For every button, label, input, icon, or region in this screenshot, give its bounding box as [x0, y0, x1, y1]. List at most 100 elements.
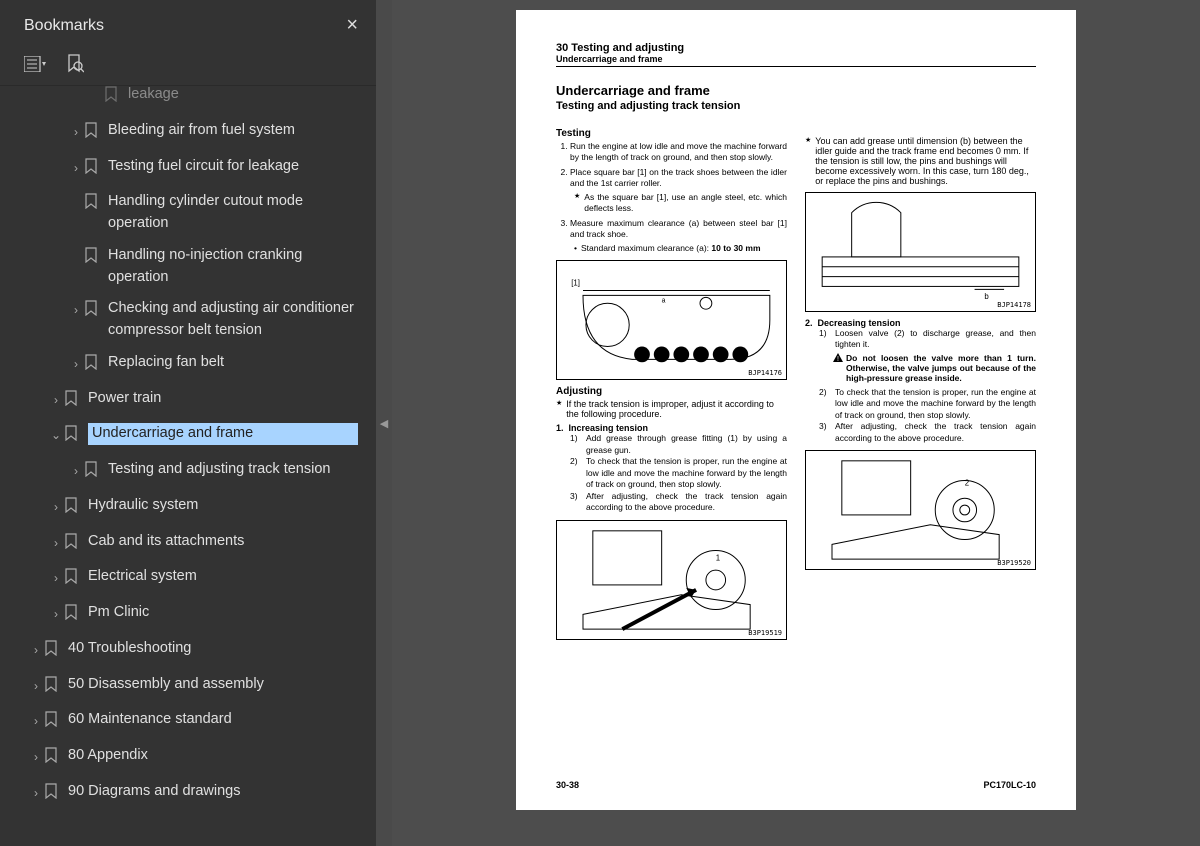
- chevron-down-icon[interactable]: ⌄: [48, 426, 64, 444]
- page-number: 30-38: [556, 780, 579, 790]
- chevron-left-icon: ◀: [380, 417, 388, 430]
- bookmark-ribbon-icon: [84, 461, 102, 485]
- sidebar-toolbar: [0, 47, 376, 86]
- bookmark-label: 80 Appendix: [68, 745, 358, 767]
- bookmark-ribbon-icon: [64, 425, 82, 449]
- bookmark-ribbon-icon: [84, 247, 102, 271]
- figure-track-clearance: [1] a BJP14176: [556, 260, 787, 380]
- bookmark-item[interactable]: ›Hydraulic system: [0, 490, 376, 526]
- options-icon[interactable]: [24, 53, 46, 75]
- chevron-right-icon[interactable]: ›: [48, 391, 64, 409]
- bookmark-ribbon-icon: [84, 300, 102, 324]
- bookmark-ribbon-icon: [84, 158, 102, 182]
- figure-label: B3P19519: [748, 629, 782, 637]
- bookmark-label: Checking and adjusting air conditioner c…: [108, 298, 358, 342]
- section-title: Undercarriage and frame: [556, 83, 1036, 98]
- bookmark-label: Pm Clinic: [88, 602, 358, 624]
- left-column: Testing Run the engine at low idle and m…: [556, 122, 787, 646]
- bookmark-item[interactable]: Handling cylinder cutout mode operation: [0, 186, 376, 240]
- chevron-right-icon[interactable]: ›: [68, 301, 84, 319]
- chevron-right-icon[interactable]: ›: [68, 462, 84, 480]
- bookmark-ribbon-icon: [44, 640, 62, 664]
- bookmark-item[interactable]: ›Cab and its attachments: [0, 526, 376, 562]
- bookmark-ribbon-icon: [44, 711, 62, 735]
- sidebar-title: Bookmarks: [24, 17, 104, 35]
- chevron-right-icon[interactable]: ›: [48, 605, 64, 623]
- chevron-right-icon[interactable]: ›: [28, 677, 44, 695]
- figure-label: B3P19520: [997, 559, 1031, 567]
- testing-heading: Testing: [556, 128, 787, 139]
- chevron-right-icon[interactable]: ›: [28, 641, 44, 659]
- find-bookmark-icon[interactable]: [64, 53, 86, 75]
- bookmark-label: Bleeding air from fuel system: [108, 120, 358, 142]
- chevron-right-icon[interactable]: ›: [68, 355, 84, 373]
- chevron-right-icon[interactable]: ›: [48, 534, 64, 552]
- bookmark-item[interactable]: › Pm Clinic: [0, 597, 376, 633]
- list-item: Place square bar [1] on the track shoes …: [570, 167, 787, 215]
- bookmark-label: Handling no-injection cranking operation: [108, 245, 358, 289]
- chevron-right-icon[interactable]: ›: [48, 498, 64, 516]
- chevron-right-icon[interactable]: ›: [68, 159, 84, 177]
- bookmark-ribbon-icon: [44, 783, 62, 807]
- header-section: Undercarriage and frame: [556, 54, 1036, 64]
- bookmark-label: 90 Diagrams and drawings: [68, 781, 358, 803]
- bookmark-item[interactable]: Handling no-injection cranking operation: [0, 240, 376, 294]
- bookmark-label: Testing and adjusting track tension: [108, 459, 358, 481]
- bookmark-ribbon-icon: [64, 390, 82, 414]
- chevron-right-icon[interactable]: ›: [48, 569, 64, 587]
- bookmark-item[interactable]: › Testing fuel circuit for leakage: [0, 151, 376, 187]
- bookmark-item[interactable]: › 80 Appendix: [0, 740, 376, 776]
- bookmark-item[interactable]: ›Power train: [0, 383, 376, 419]
- bookmark-label: 60 Maintenance standard: [68, 709, 358, 731]
- close-icon[interactable]: ×: [346, 14, 358, 37]
- bookmark-item[interactable]: › 50 Disassembly and assembly: [0, 669, 376, 705]
- figure-idler-guide: b BJP14178: [805, 192, 1036, 312]
- bookmark-ribbon-icon: [44, 747, 62, 771]
- bookmark-item[interactable]: › Checking and adjusting air conditioner …: [0, 293, 376, 347]
- bookmark-label: 40 Troubleshooting: [68, 638, 358, 660]
- chevron-right-icon[interactable]: ›: [28, 748, 44, 766]
- bookmark-ribbon-icon: [84, 122, 102, 146]
- list-item: Run the engine at low idle and move the …: [570, 141, 787, 164]
- bookmark-item[interactable]: › Testing and adjusting track tension: [0, 454, 376, 490]
- adjusting-heading: Adjusting: [556, 386, 787, 397]
- model-number: PC170LC-10: [983, 780, 1036, 790]
- bookmarks-sidebar: Bookmarks × leakage › Bleeding air from fu…: [0, 0, 376, 846]
- figure-grease-fitting: 1 B3P19519: [556, 520, 787, 640]
- figure-label: BJP14176: [748, 369, 782, 377]
- bookmark-label: Replacing fan belt: [108, 352, 358, 374]
- list-item: Measure maximum clearance (a) between st…: [570, 218, 787, 254]
- right-column: You can add grease until dimension (b) b…: [805, 122, 1036, 646]
- sidebar-header: Bookmarks ×: [0, 0, 376, 47]
- svg-text:1: 1: [716, 553, 720, 562]
- bookmark-label: Testing fuel circuit for leakage: [108, 156, 358, 178]
- bookmark-item[interactable]: ⌄ Undercarriage and frame: [0, 418, 376, 454]
- section-subtitle: Testing and adjusting track tension: [556, 100, 1036, 112]
- pdf-page: 30 Testing and adjusting Undercarriage a…: [516, 10, 1076, 810]
- bookmark-item[interactable]: › Replacing fan belt: [0, 347, 376, 383]
- chevron-right-icon[interactable]: ›: [28, 712, 44, 730]
- svg-text:b: b: [984, 292, 989, 301]
- chevron-right-icon[interactable]: ›: [68, 123, 84, 141]
- svg-text:a: a: [662, 298, 666, 305]
- collapse-sidebar-handle[interactable]: ◀: [376, 0, 392, 846]
- chevron-right-icon[interactable]: ›: [28, 784, 44, 802]
- header-chapter: 30 Testing and adjusting: [556, 42, 1036, 54]
- bookmark-ribbon-icon: [84, 354, 102, 378]
- bookmark-item[interactable]: leakage: [0, 86, 376, 115]
- document-area[interactable]: 30 Testing and adjusting Undercarriage a…: [392, 0, 1200, 846]
- bookmark-item[interactable]: › 60 Maintenance standard: [0, 704, 376, 740]
- bookmark-ribbon-icon: [44, 676, 62, 700]
- bookmark-item[interactable]: ›Electrical system: [0, 561, 376, 597]
- bookmark-list[interactable]: leakage › Bleeding air from fuel system › Te…: [0, 86, 376, 846]
- bookmark-ribbon-icon: [84, 193, 102, 217]
- bookmark-item[interactable]: › 90 Diagrams and drawings: [0, 776, 376, 812]
- bookmark-ribbon-icon: [104, 86, 122, 110]
- warning-icon: !: [833, 353, 843, 363]
- bookmark-item[interactable]: › Bleeding air from fuel system: [0, 115, 376, 151]
- figure-valve: 2 B3P19520: [805, 450, 1036, 570]
- bookmark-label: 50 Disassembly and assembly: [68, 674, 358, 696]
- bookmark-label: Undercarriage and frame: [88, 423, 358, 445]
- bookmark-item[interactable]: › 40 Troubleshooting: [0, 633, 376, 669]
- svg-text:!: !: [837, 356, 839, 363]
